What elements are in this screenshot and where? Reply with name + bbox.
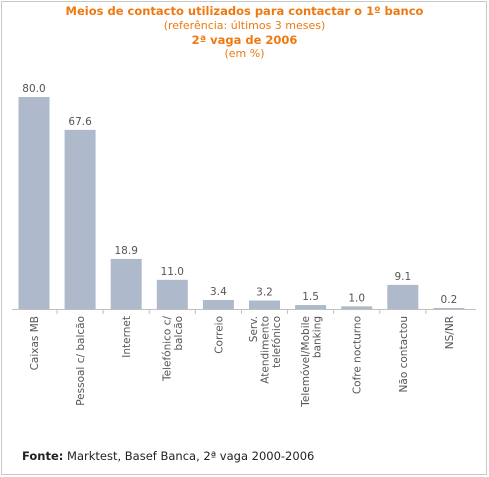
bar bbox=[295, 305, 327, 309]
tick-label: Não contactou bbox=[398, 316, 410, 392]
tick-label-line: Cofre nocturno bbox=[352, 316, 364, 394]
data-label: 1.0 bbox=[348, 292, 365, 304]
chart-wave: 2ª vaga de 2006 bbox=[191, 33, 298, 47]
chart-subtitle: (referência: últimos 3 meses) bbox=[163, 19, 326, 32]
tick-label: Cofre nocturno bbox=[352, 316, 364, 394]
bar bbox=[433, 308, 465, 309]
chart-title: Meios de contacto utilizados para contac… bbox=[65, 4, 424, 18]
bar bbox=[341, 306, 373, 309]
tick-label-line: Serv. bbox=[248, 316, 260, 342]
data-label: 0.2 bbox=[441, 294, 458, 306]
tick-label: Telefónico c/balcão bbox=[162, 316, 186, 382]
bar bbox=[64, 129, 96, 309]
source-label: Fonte: bbox=[22, 449, 64, 463]
bar bbox=[387, 284, 419, 309]
data-label: 11.0 bbox=[161, 266, 184, 278]
data-label: 3.4 bbox=[210, 286, 227, 298]
tick-label: Correio bbox=[213, 316, 225, 354]
data-label: 67.6 bbox=[68, 116, 92, 128]
tick-label: Serv.Atendimentotelefónico bbox=[248, 316, 283, 384]
tick-label: Telemóvel/Mobilebanking bbox=[300, 316, 324, 408]
source-text: Marktest, Basef Banca, 2ª vaga 2000-2006 bbox=[63, 449, 315, 463]
data-label: 80.0 bbox=[22, 83, 45, 95]
bar bbox=[156, 279, 188, 309]
tick-label-line: Telefónico c/ bbox=[162, 316, 174, 382]
source-note: Fonte: Marktest, Basef Banca, 2ª vaga 20… bbox=[22, 449, 314, 463]
tick-label-line: banking bbox=[311, 316, 323, 358]
tick-label-line: Telemóvel/Mobile bbox=[300, 316, 312, 408]
data-label: 1.5 bbox=[302, 291, 319, 303]
tick-label-line: balcão bbox=[173, 316, 185, 351]
tick-label: Internet bbox=[121, 316, 133, 358]
data-label: 3.2 bbox=[256, 287, 273, 299]
tick-label: Pessoal c/ balcão bbox=[75, 316, 87, 406]
tick-label-line: NS/NR bbox=[444, 316, 456, 349]
data-label: 9.1 bbox=[394, 271, 411, 283]
tick-label-line: Pessoal c/ balcão bbox=[75, 316, 87, 406]
tick-label-line: Correio bbox=[213, 316, 225, 354]
bar bbox=[18, 97, 50, 309]
data-label: 18.9 bbox=[115, 245, 138, 257]
tick-label-line: Atendimento bbox=[260, 316, 272, 384]
tick-label: Caixas MB bbox=[29, 316, 41, 370]
tick-label-line: Internet bbox=[121, 316, 133, 358]
chart-unit: (em %) bbox=[224, 47, 265, 60]
tick-label-line: telefónico bbox=[271, 316, 283, 368]
bar bbox=[249, 300, 280, 309]
bar bbox=[110, 258, 142, 309]
bar bbox=[202, 299, 234, 309]
tick-label: NS/NR bbox=[444, 316, 456, 349]
tick-label-line: Não contactou bbox=[398, 316, 410, 392]
tick-label-line: Caixas MB bbox=[29, 316, 41, 370]
